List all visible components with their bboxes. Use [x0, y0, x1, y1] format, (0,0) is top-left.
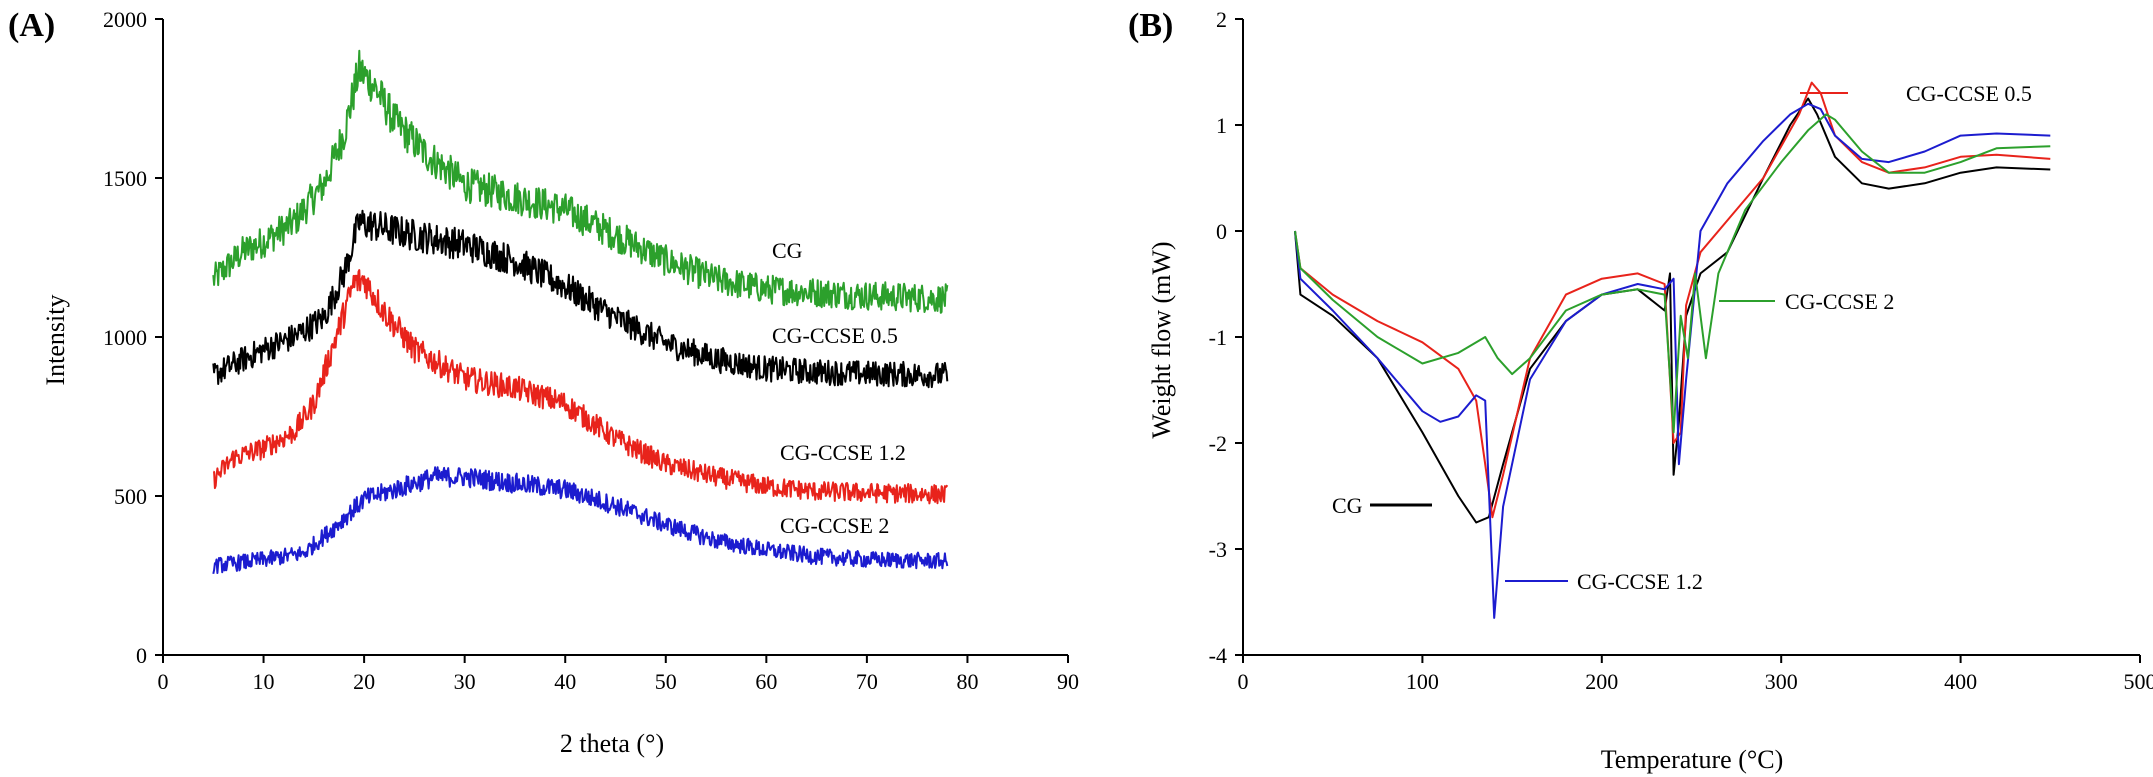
panel-a-x-axis-title: 2 theta (°) — [560, 729, 664, 758]
panel-a-label-cg-ccse-2: CG-CCSE 2 — [780, 513, 889, 538]
panel-a-x-tick-label: 10 — [253, 669, 275, 694]
panel-b-y-tick-label: -3 — [1209, 537, 1227, 562]
panel-a-y-tick-label: 1000 — [103, 325, 147, 350]
panel-a-x-tick-label: 70 — [856, 669, 878, 694]
panel-b-y-tick-label: -4 — [1209, 643, 1227, 668]
panel-a-y-tick-label: 500 — [114, 484, 147, 509]
panel-b-series — [1294, 81, 2051, 619]
panel-a-x-tick-label: 0 — [158, 669, 169, 694]
panel-a-series-cg-ccse-1-2 — [212, 269, 949, 505]
panel-b-label-cg-ccse-1-2: CG-CCSE 1.2 — [1577, 569, 1703, 594]
panel-b-series-cg-ccse-2 — [1294, 113, 2051, 434]
panel-a-x-tick-label: 80 — [956, 669, 978, 694]
panel-b-x-tick-label: 0 — [1238, 669, 1249, 694]
panel-b-label-cg-ccse-2: CG-CCSE 2 — [1785, 289, 1894, 314]
panel-b-x-tick-label: 100 — [1406, 669, 1439, 694]
panel-a-y-axis-title: Intensity — [41, 295, 70, 386]
panel-a-x-tick-label: 20 — [353, 669, 375, 694]
panel-a-series-cg-ccse-2 — [212, 466, 949, 575]
panel-a-axes: 0 10 20 30 40 50 60 70 80 90 0 500 1000 1500 2000 — [103, 7, 1079, 694]
panel-b-x-tick-label: 200 — [1585, 669, 1618, 694]
panel-b-series-cg — [1294, 97, 2051, 524]
panel-a-x-tick-label: 30 — [454, 669, 476, 694]
panel-a-series-cg-ccse-0-5 — [212, 209, 949, 389]
panel-a-y-tick-label: 1500 — [103, 166, 147, 191]
panel-b-y-tick-label: -2 — [1209, 431, 1227, 456]
panel-b-y-tick-label: 0 — [1216, 219, 1227, 244]
panel-a-label-cg-ccse-0-5: CG-CCSE 0.5 — [772, 323, 898, 348]
panel-b-x-axis-title-text: Temperature (°C) — [1601, 745, 1784, 774]
panel-b-label: (B) — [1128, 7, 1173, 44]
panel-b-label-cg-ccse-0-5: CG-CCSE 0.5 — [1906, 81, 2032, 106]
panel-b-x-axis-title: Temperature (°C) — [1601, 745, 1784, 774]
panel-b-chart: (B) 0 100 200 300 400 500 -4 -3 -2 -1 0 1 2 CG-CCSE … — [1128, 7, 2153, 774]
panel-b-x-tick-label: 400 — [1944, 669, 1977, 694]
panel-a-label: (A) — [8, 7, 55, 44]
panel-a-x-tick-label: 40 — [554, 669, 576, 694]
panel-a-series-cg — [212, 49, 949, 314]
panel-a-x-tick-label: 50 — [655, 669, 677, 694]
panel-a-y-tick-label: 2000 — [103, 7, 147, 32]
panel-b-y-tick-label: 2 — [1216, 7, 1227, 32]
panel-b-x-tick-label: 500 — [2124, 669, 2153, 694]
panel-a-label-cg-ccse-1-2: CG-CCSE 1.2 — [780, 440, 906, 465]
panel-b-y-axis-title: Weight flow (mW) — [1147, 241, 1176, 438]
panel-a-series — [212, 49, 949, 575]
panel-b-x-tick-label: 300 — [1765, 669, 1798, 694]
panel-b-label-cg: CG — [1332, 493, 1363, 518]
panel-a-label-cg: CG — [772, 238, 803, 263]
panel-b-y-tick-label: -1 — [1209, 325, 1227, 350]
panel-b-series-cg-ccse-1-2 — [1294, 102, 2051, 619]
panel-a-y-tick-label: 0 — [136, 643, 147, 668]
panel-a-x-tick-label: 60 — [755, 669, 777, 694]
panel-b-axes: 0 100 200 300 400 500 -4 -3 -2 -1 0 1 2 — [1209, 7, 2153, 694]
panel-a-x-tick-label: 90 — [1057, 669, 1079, 694]
panel-a-chart: (A) 0 10 20 30 40 50 60 70 80 900500100015002000 … — [8, 7, 1079, 758]
panel-b-y-tick-label: 1 — [1216, 113, 1227, 138]
